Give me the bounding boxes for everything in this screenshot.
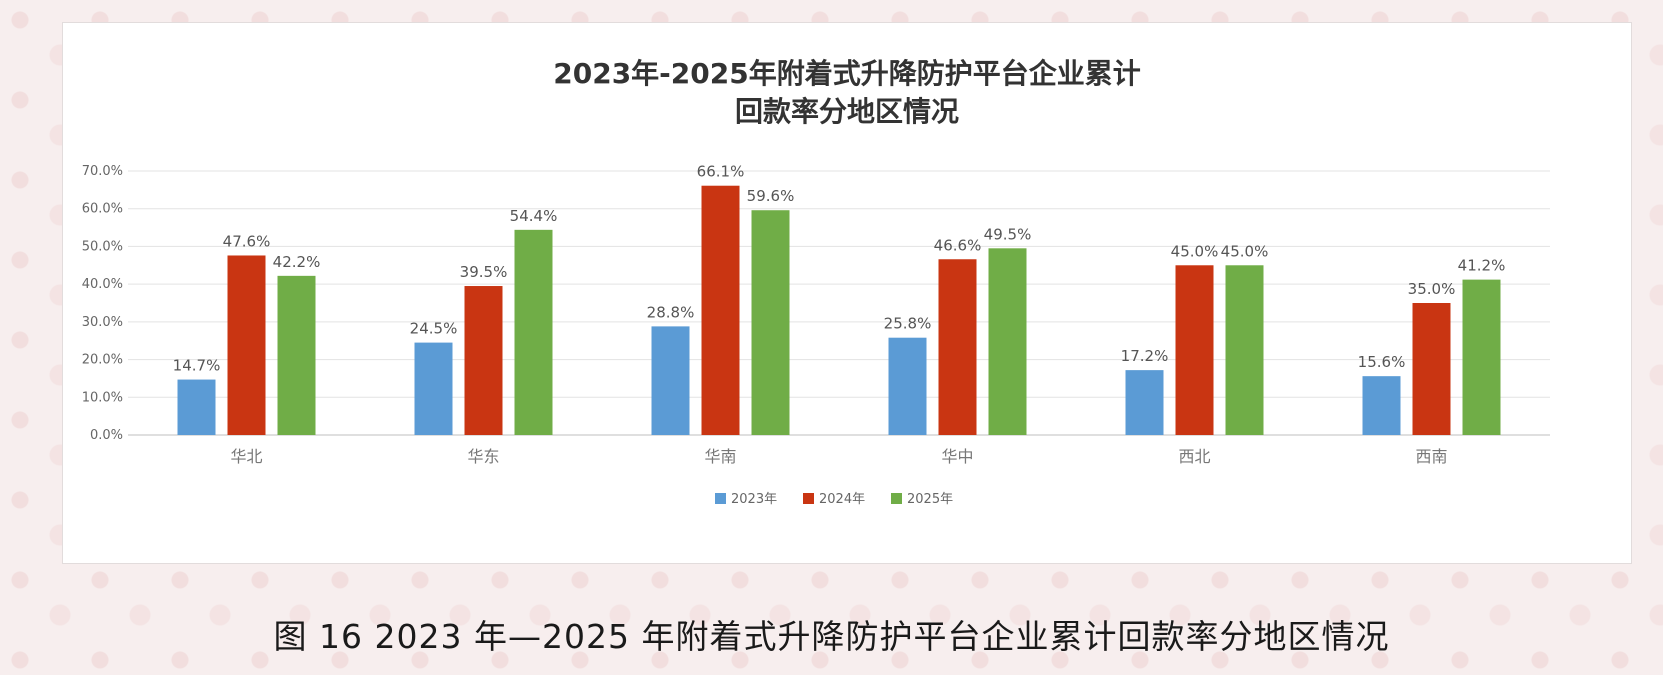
data-label: 14.7% (173, 357, 221, 375)
bar (514, 229, 553, 435)
bar-chart: 0.0% 10.0% 20.0% 30.0% 40.0% 50.0% 60.0% 70.0% 华… (82, 163, 1550, 507)
y-tick-label: 50.0% (82, 239, 123, 254)
bar (227, 255, 266, 435)
bar (1125, 370, 1164, 435)
y-tick-label: 0.0% (90, 428, 123, 443)
chart-title-line-1: 2023年-2025年附着式升降防护平台企业累计 (553, 57, 1141, 90)
legend-swatch (803, 493, 814, 504)
data-label: 49.5% (984, 225, 1032, 243)
data-label: 25.8% (884, 315, 932, 333)
data-label: 17.2% (1121, 347, 1169, 365)
data-label: 24.5% (410, 320, 458, 338)
bar (277, 275, 316, 435)
data-label: 39.5% (460, 263, 508, 281)
legend-label: 2024年 (819, 492, 865, 507)
x-tick-label: 华东 (467, 447, 499, 466)
y-tick-label: 70.0% (82, 164, 123, 179)
x-tick-label: 华南 (704, 447, 736, 466)
data-label: 35.0% (1408, 280, 1456, 298)
y-tick-label: 60.0% (82, 202, 123, 217)
x-tick-label: 西北 (1178, 447, 1210, 466)
figure-caption: 图 16 2023 年—2025 年附着式升降防护平台企业累计回款率分地区情况 (273, 617, 1390, 656)
legend-label: 2025年 (907, 492, 953, 507)
data-label: 45.0% (1171, 242, 1219, 260)
chart-title: 2023年-2025年附着式升降防护平台企业累计 回款率分地区情况 (63, 55, 1631, 131)
bar (414, 342, 453, 435)
x-tick-label: 华中 (941, 447, 973, 466)
bar (988, 248, 1027, 435)
bar (701, 185, 740, 435)
data-label: 41.2% (1458, 257, 1506, 275)
bar (1362, 376, 1401, 435)
x-tick-label: 西南 (1415, 447, 1447, 466)
legend-label: 2023年 (731, 492, 777, 507)
bar (1412, 303, 1451, 435)
x-tick-label: 华北 (230, 447, 262, 466)
data-label: 59.6% (747, 187, 795, 205)
y-tick-label: 20.0% (82, 353, 123, 368)
bar (464, 286, 503, 435)
y-tick-label: 40.0% (82, 277, 123, 292)
bar (1175, 265, 1214, 435)
chart-title-line-2: 回款率分地区情况 (734, 95, 959, 128)
y-tick-label: 30.0% (82, 315, 123, 330)
data-label: 45.0% (1221, 242, 1269, 260)
data-label: 42.2% (273, 253, 321, 271)
data-label: 66.1% (697, 163, 745, 181)
bar (888, 337, 927, 435)
bar (1225, 265, 1264, 435)
data-label: 47.6% (223, 232, 271, 250)
bar (651, 326, 690, 435)
y-tick-label: 10.0% (82, 390, 123, 405)
legend-swatch (715, 493, 726, 504)
data-label: 28.8% (647, 303, 695, 321)
legend-swatch (891, 493, 902, 504)
data-label: 46.6% (934, 236, 982, 254)
chart-panel: 2023年-2025年附着式升降防护平台企业累计 回款率分地区情况 0.0% 10… (62, 22, 1632, 564)
bar (938, 259, 977, 435)
bar (177, 379, 216, 435)
data-label: 15.6% (1358, 353, 1406, 371)
bar (1462, 279, 1501, 435)
data-label: 54.4% (510, 207, 558, 225)
bar (751, 210, 790, 435)
